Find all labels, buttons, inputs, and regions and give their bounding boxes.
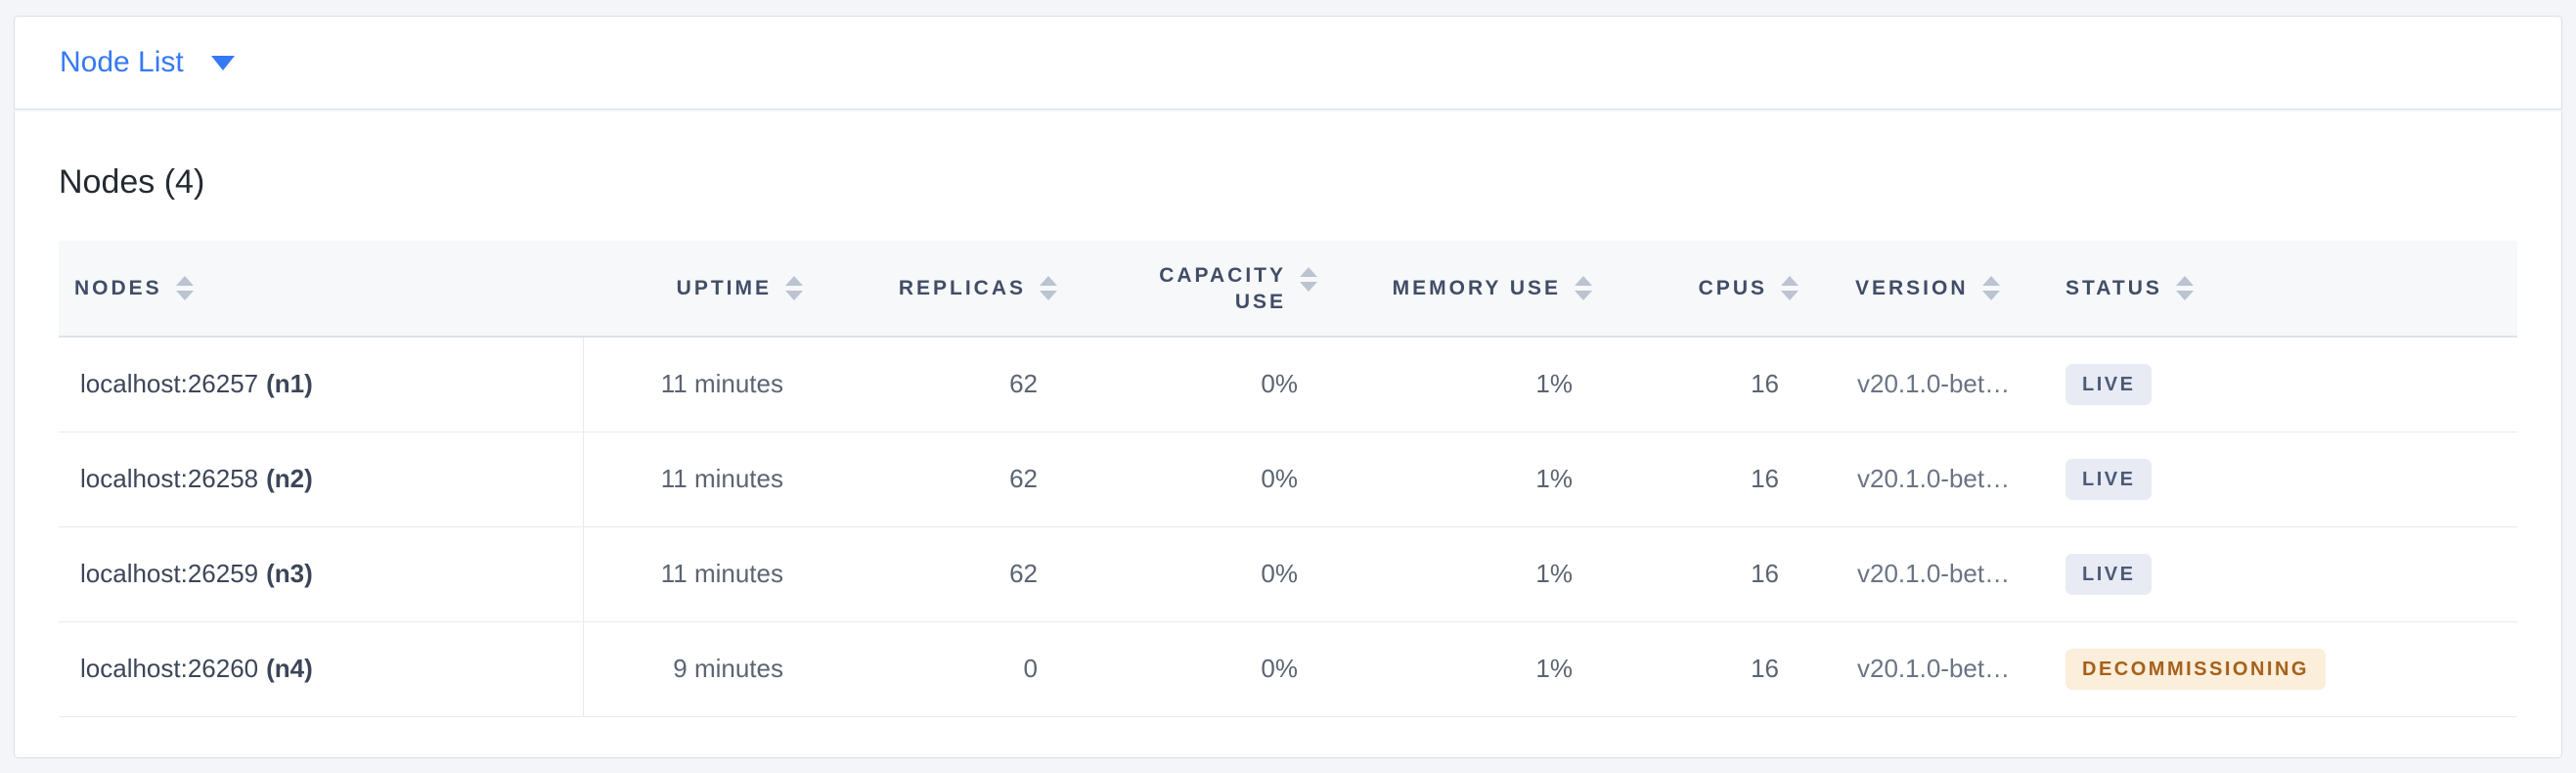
uptime-cell: 9 minutes	[583, 621, 822, 717]
capacity-use-cell: 0%	[1077, 526, 1337, 622]
status-cell: DECOMMISSIONING	[2038, 621, 2517, 717]
version-cell: v20.1.0-bet…	[1818, 432, 2038, 527]
replicas-cell: 62	[822, 337, 1077, 432]
table-row: localhost:26257 (n1) 11 minutes 62 0% 1% …	[59, 337, 2517, 432]
nodes-table: NODES UPTIME REPLICAS	[59, 241, 2517, 717]
sort-icon	[785, 276, 803, 300]
memory-use-cell: 1%	[1337, 432, 1612, 527]
version-cell: v20.1.0-bet…	[1818, 337, 2038, 432]
column-header-status[interactable]: STATUS	[2038, 241, 2517, 338]
cpus-cell: 16	[1612, 526, 1818, 622]
capacity-use-cell: 0%	[1077, 621, 1337, 717]
cpus-cell: 16	[1612, 621, 1818, 717]
memory-use-cell: 1%	[1337, 337, 1612, 432]
uptime-cell: 11 minutes	[583, 432, 822, 527]
version-cell: v20.1.0-bet…	[1818, 526, 2038, 622]
column-header-nodes[interactable]: NODES	[59, 241, 583, 338]
sort-icon	[1575, 276, 1592, 300]
capacity-use-cell: 0%	[1077, 337, 1337, 432]
capacity-use-cell: 0%	[1077, 432, 1337, 527]
page-title: Nodes (4)	[59, 163, 205, 201]
replicas-cell: 62	[822, 526, 1077, 622]
node-address-cell[interactable]: localhost:26259 (n3)	[59, 526, 584, 622]
table-header: NODES UPTIME REPLICAS	[59, 241, 2517, 338]
node-address-cell[interactable]: localhost:26260 (n4)	[59, 621, 584, 717]
table-row: localhost:26258 (n2) 11 minutes 62 0% 1% …	[59, 432, 2517, 527]
column-header-uptime[interactable]: UPTIME	[583, 241, 822, 338]
status-badge: LIVE	[2065, 363, 2153, 405]
sort-icon	[1300, 266, 1317, 292]
status-cell: LIVE	[2038, 526, 2517, 622]
version-cell: v20.1.0-bet…	[1818, 621, 2038, 717]
view-selector-bar: Node List	[14, 16, 2562, 110]
caret-down-icon	[210, 55, 235, 70]
table-row: localhost:26260 (n4) 9 minutes 0 0% 1% 16…	[59, 621, 2517, 717]
table-row: localhost:26259 (n3) 11 minutes 62 0% 1% …	[59, 526, 2517, 622]
status-cell: LIVE	[2038, 432, 2517, 527]
nodes-card: Nodes (4) NODES UPTIME	[14, 112, 2562, 758]
replicas-cell: 0	[822, 621, 1077, 717]
column-header-cpus[interactable]: CPUS	[1612, 241, 1818, 338]
cpus-cell: 16	[1612, 432, 1818, 527]
memory-use-cell: 1%	[1337, 621, 1612, 717]
column-header-replicas[interactable]: REPLICAS	[822, 241, 1077, 338]
cpus-cell: 16	[1612, 337, 1818, 432]
uptime-cell: 11 minutes	[583, 337, 822, 432]
memory-use-cell: 1%	[1337, 526, 1612, 622]
status-badge: LIVE	[2065, 458, 2153, 500]
column-header-version[interactable]: VERSION	[1818, 241, 2038, 338]
status-cell: LIVE	[2038, 337, 2517, 432]
sort-icon	[1781, 276, 1799, 300]
uptime-cell: 11 minutes	[583, 526, 822, 622]
column-header-capacity-use[interactable]: CAPACITY USE	[1077, 241, 1337, 338]
column-header-memory-use[interactable]: MEMORY USE	[1337, 241, 1612, 338]
status-badge: LIVE	[2065, 553, 2153, 595]
sort-icon	[175, 276, 194, 300]
view-selector-dropdown[interactable]: Node List	[60, 48, 235, 77]
node-address-cell[interactable]: localhost:26257 (n1)	[59, 337, 584, 432]
node-address-cell[interactable]: localhost:26258 (n2)	[59, 432, 584, 527]
sort-icon	[1040, 276, 1057, 300]
sort-icon	[1981, 276, 2000, 300]
view-selector-label: Node List	[60, 46, 184, 78]
replicas-cell: 62	[822, 432, 1077, 527]
sort-icon	[2175, 276, 2194, 300]
status-badge: DECOMMISSIONING	[2065, 648, 2326, 690]
